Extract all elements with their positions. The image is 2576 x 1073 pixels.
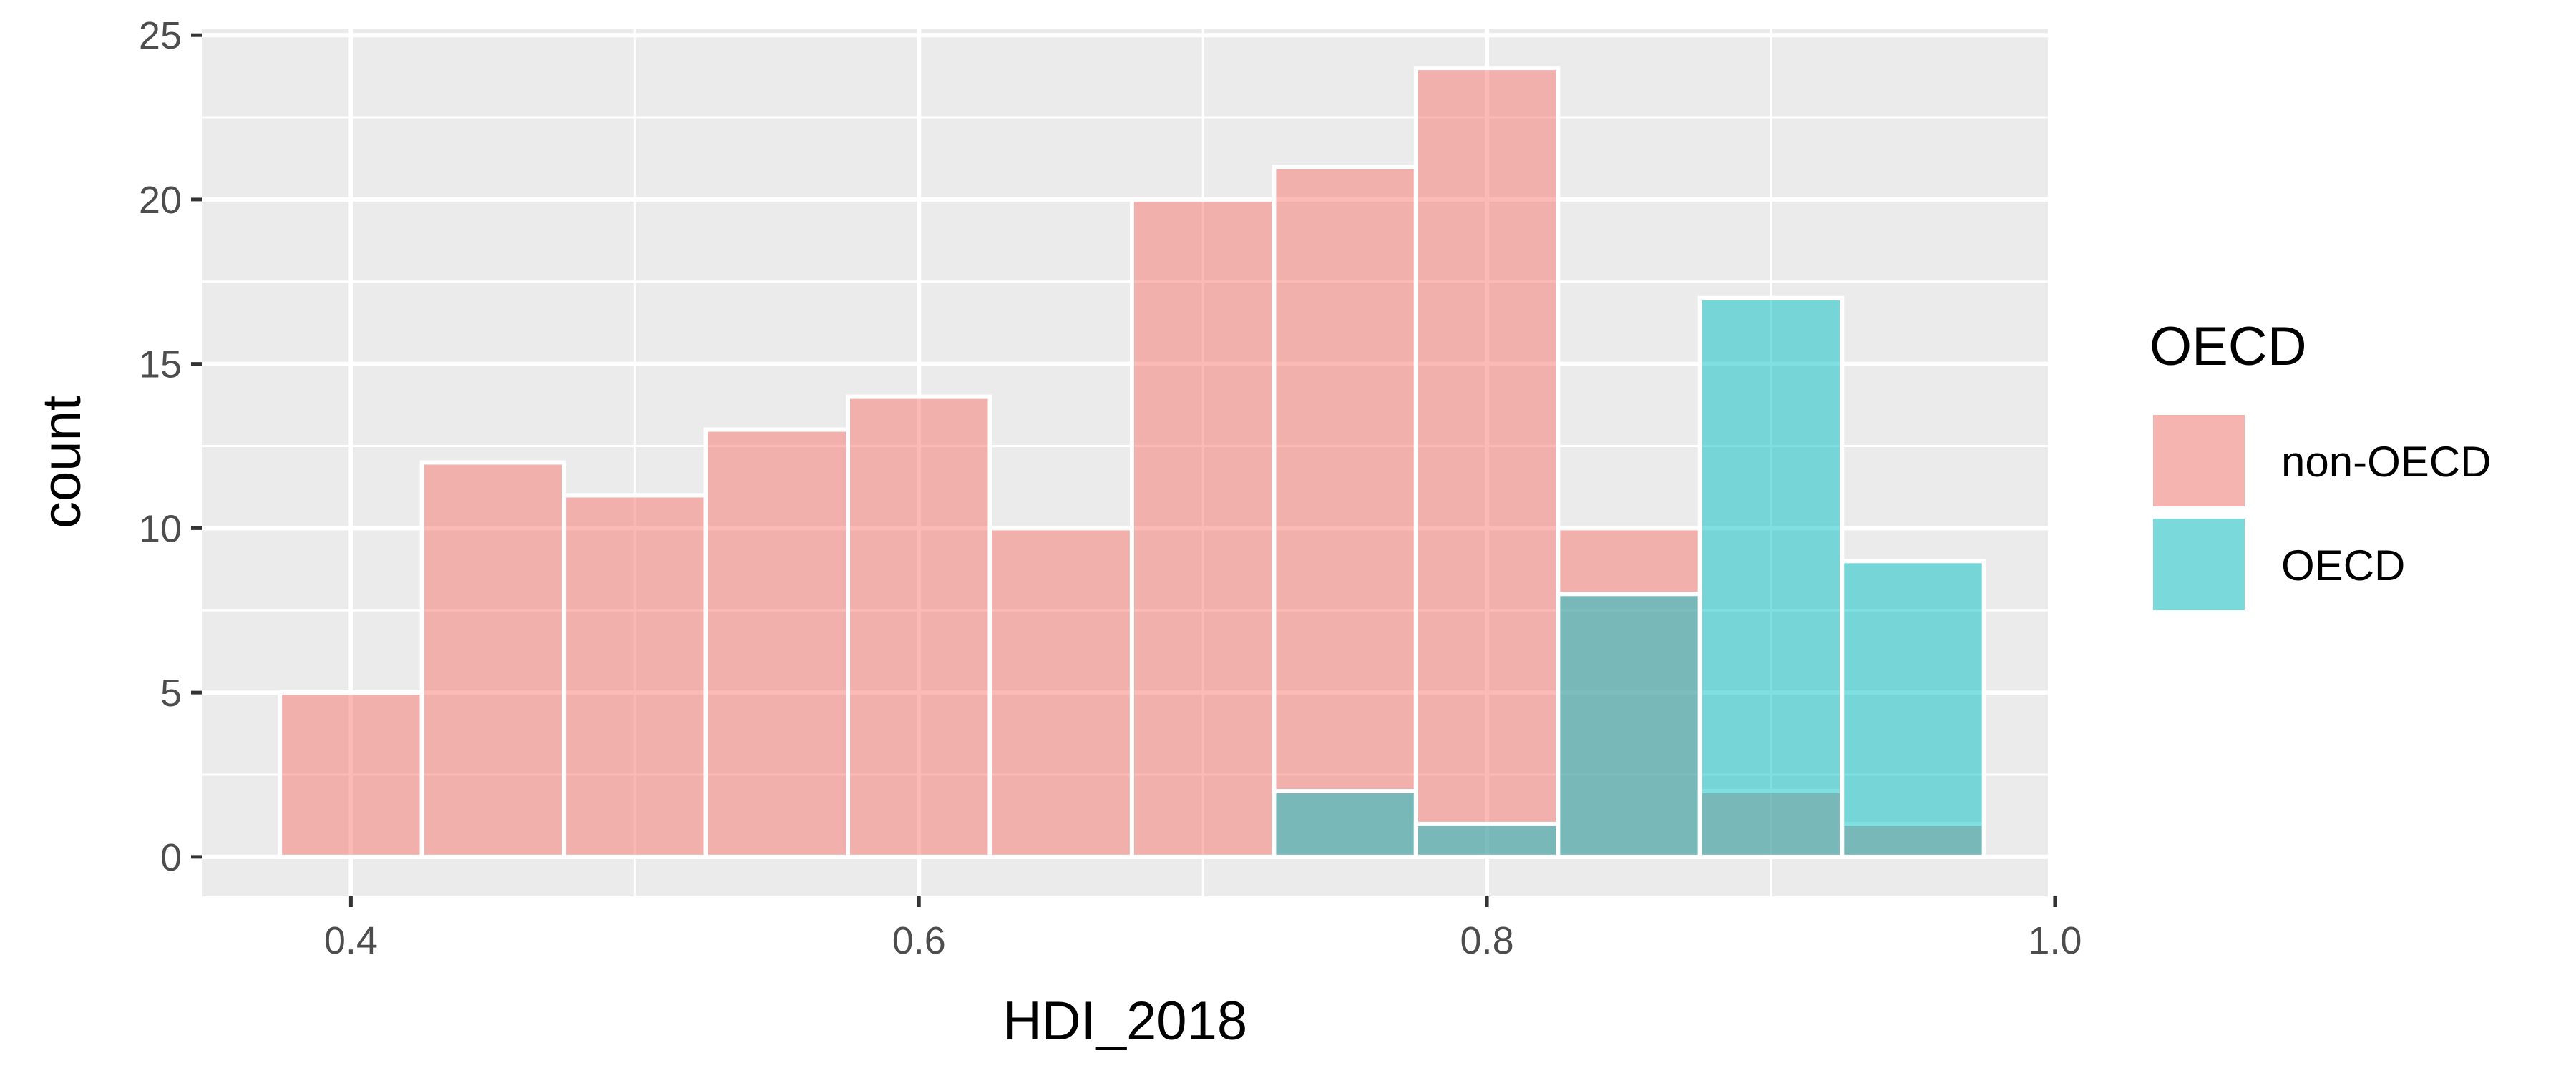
legend-label: non-OECD bbox=[2281, 438, 2491, 486]
y-tick-label: 0 bbox=[160, 836, 182, 879]
bars bbox=[278, 66, 1986, 859]
y-tick-label: 5 bbox=[160, 672, 182, 715]
bar-non-oecd bbox=[278, 690, 424, 859]
y-axis-title: count bbox=[31, 396, 92, 529]
x-tick-label: 0.8 bbox=[1460, 919, 1514, 962]
x-tick-label: 0.6 bbox=[892, 919, 946, 962]
bar-non-oecd bbox=[1129, 197, 1277, 859]
bar-oecd bbox=[1272, 788, 1418, 859]
bar-oecd bbox=[1556, 592, 1702, 859]
bar-oecd bbox=[1697, 295, 1845, 859]
y-tick-label: 10 bbox=[139, 507, 182, 550]
x-tick-label: 0.4 bbox=[324, 919, 378, 962]
bar-non-oecd bbox=[562, 493, 708, 859]
legend-label: OECD bbox=[2281, 542, 2405, 589]
bar-non-oecd bbox=[1272, 164, 1418, 859]
bar-non-oecd bbox=[703, 427, 850, 859]
y-tick-label: 15 bbox=[139, 343, 182, 386]
legend-key-oecd bbox=[2149, 514, 2249, 614]
bar-oecd bbox=[1840, 559, 1986, 859]
x-tick-label: 1.0 bbox=[2028, 919, 2082, 962]
legend-keys: non-OECD OECD bbox=[2149, 411, 2491, 614]
bar-non-oecd bbox=[1413, 66, 1561, 859]
y-tick-label: 25 bbox=[139, 14, 182, 57]
x-axis: 0.4 0.6 0.8 1.0 bbox=[324, 896, 2082, 962]
bar-non-oecd bbox=[987, 526, 1134, 859]
legend-title: OECD bbox=[2150, 316, 2307, 377]
y-tick-label: 20 bbox=[139, 179, 182, 222]
bar-non-oecd bbox=[419, 460, 567, 859]
bar-non-oecd bbox=[846, 394, 992, 859]
y-axis: 0 5 10 15 20 25 bbox=[139, 14, 202, 879]
legend-key-non-oecd bbox=[2149, 411, 2249, 511]
legend: OECD non-OECD OECD bbox=[2149, 316, 2491, 614]
x-axis-title: HDI_2018 bbox=[1002, 991, 1247, 1052]
bar-oecd bbox=[1413, 821, 1561, 859]
